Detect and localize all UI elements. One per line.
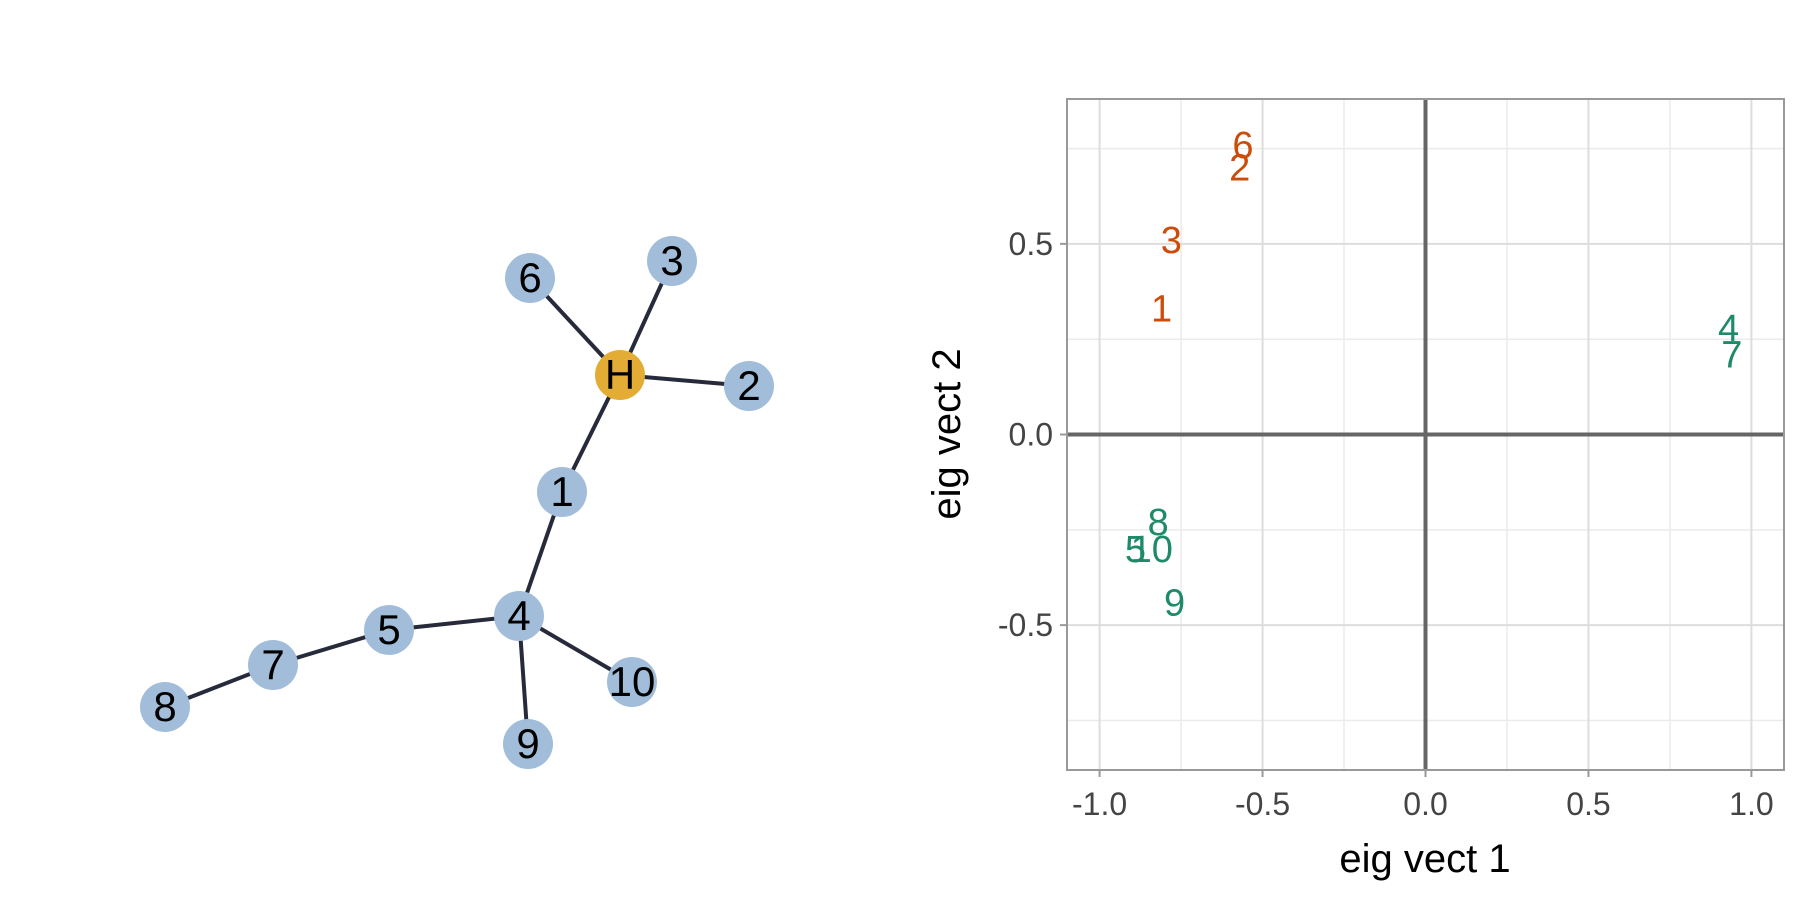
network-node: 7 xyxy=(248,640,298,690)
y-tick-label: 0.0 xyxy=(1009,417,1053,453)
node-circle xyxy=(537,467,587,517)
x-tick-label: 0.5 xyxy=(1566,786,1610,822)
node-circle xyxy=(595,350,645,400)
x-axis-ticks: -1.0 -0.5 0.0 0.5 1.0 xyxy=(1072,770,1774,822)
node-label: 7 xyxy=(261,641,284,688)
network-nodes: H 1 2 3 4 5 6 7 8 9 10 xyxy=(140,236,774,769)
node-circle xyxy=(140,682,190,732)
point-label-9: 9 xyxy=(1164,582,1185,624)
node-label: 5 xyxy=(377,606,400,653)
point-label-10: 10 xyxy=(1131,529,1173,571)
y-axis-ticks: -0.5 0.0 0.5 xyxy=(998,226,1067,643)
node-label: 10 xyxy=(609,658,656,705)
point-label-8: 8 xyxy=(1148,502,1169,544)
node-label: 4 xyxy=(507,592,530,639)
node-circle xyxy=(647,236,697,286)
x-tick-label: -0.5 xyxy=(1235,786,1290,822)
node-circle xyxy=(724,361,774,411)
point-label-2: 2 xyxy=(1229,148,1250,190)
node-label: 9 xyxy=(516,720,539,767)
node-circle xyxy=(503,719,553,769)
point-label-7: 7 xyxy=(1721,334,1742,376)
point-label-4: 4 xyxy=(1718,308,1739,350)
network-node: H xyxy=(595,350,645,400)
node-circle xyxy=(494,591,544,641)
y-axis-label: eig vect 2 xyxy=(925,348,969,519)
x-axis-label: eig vect 1 xyxy=(1339,837,1510,881)
point-label-3: 3 xyxy=(1161,220,1182,262)
network-node: 10 xyxy=(607,657,657,707)
node-label: 8 xyxy=(153,683,176,730)
node-label: 1 xyxy=(550,468,573,515)
network-node: 3 xyxy=(647,236,697,286)
node-circle xyxy=(607,657,657,707)
network-node: 8 xyxy=(140,682,190,732)
node-circle xyxy=(364,605,414,655)
node-label: 6 xyxy=(518,254,541,301)
y-tick-label: -0.5 xyxy=(998,607,1053,643)
point-label-6: 6 xyxy=(1232,125,1253,167)
network-node: 1 xyxy=(537,467,587,517)
x-tick-label: 1.0 xyxy=(1729,786,1773,822)
point-label-5: 5 xyxy=(1125,529,1146,571)
network-node: 2 xyxy=(724,361,774,411)
network-node: 6 xyxy=(505,253,555,303)
x-tick-label: 0.0 xyxy=(1403,786,1447,822)
node-label: 3 xyxy=(660,237,683,284)
network-node: 5 xyxy=(364,605,414,655)
zero-lines xyxy=(1067,99,1784,770)
node-label: H xyxy=(605,351,635,398)
y-tick-label: 0.5 xyxy=(1009,226,1053,262)
node-label: 2 xyxy=(737,362,760,409)
network-node: 4 xyxy=(494,591,544,641)
point-label-1: 1 xyxy=(1151,289,1172,331)
x-tick-label: -1.0 xyxy=(1072,786,1127,822)
network-graph: H 1 2 3 4 5 6 7 8 9 10 xyxy=(140,236,774,769)
network-node: 9 xyxy=(503,719,553,769)
node-circle xyxy=(505,253,555,303)
node-circle xyxy=(248,640,298,690)
